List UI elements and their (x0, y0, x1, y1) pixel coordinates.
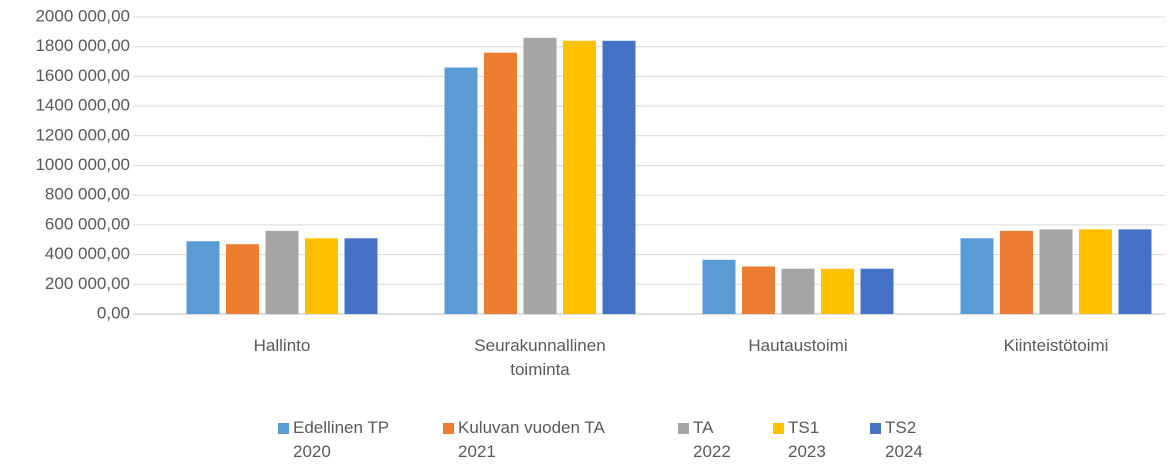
legend-item: Kuluvan vuoden TA 2021 (443, 416, 605, 464)
legend-label: TS2 2024 (885, 418, 923, 461)
bar (265, 230, 299, 314)
bar (960, 238, 994, 314)
y-tick-label: 1400 000,00 (35, 96, 130, 115)
bar (186, 241, 220, 314)
y-tick-label: 800 000,00 (45, 185, 130, 204)
bar (702, 259, 736, 314)
bar (563, 40, 596, 314)
bar (305, 238, 338, 314)
bar (444, 67, 478, 315)
bar (1039, 229, 1073, 314)
legend-swatch (278, 423, 289, 434)
legend-item: TS2 2024 (870, 416, 923, 464)
bar (523, 37, 557, 314)
legend-item: TS1 2023 (773, 416, 826, 464)
legend-item: Edellinen TP 2020 (278, 416, 389, 464)
legend-label: TS1 2023 (788, 418, 826, 461)
y-tick-label: 400 000,00 (45, 244, 130, 263)
x-tick-label: Seurakunnallinen toiminta (474, 336, 606, 379)
y-tick-label: 1200 000,00 (35, 125, 130, 144)
x-tick-label: Hautaustoimi (748, 336, 848, 355)
x-tick-label: Kiinteistötoimi (1003, 336, 1109, 355)
legend-item: TA 2022 (678, 416, 731, 464)
x-tick-label: Hallinto (253, 336, 311, 355)
y-tick-label: 1800 000,00 (35, 36, 130, 55)
y-tick-label: 1600 000,00 (35, 66, 130, 85)
legend-swatch (678, 423, 689, 434)
bar (1000, 230, 1033, 314)
bar (602, 40, 636, 314)
y-tick-label: 600 000,00 (45, 214, 130, 233)
bar (1079, 229, 1112, 314)
bar (821, 268, 854, 314)
legend-label: Kuluvan vuoden TA 2021 (458, 418, 605, 461)
legend-swatch (773, 423, 784, 434)
bar (226, 244, 259, 314)
bar (1118, 229, 1152, 314)
bar (781, 268, 815, 314)
bar (860, 268, 894, 314)
legend-label: Edellinen TP 2020 (293, 418, 390, 461)
legend-label: TA 2022 (693, 418, 731, 461)
bar (742, 266, 775, 314)
y-tick-label: 0,00 (97, 303, 130, 322)
bar (344, 238, 378, 314)
legend-swatch (443, 423, 454, 434)
legend-swatch (870, 423, 881, 434)
y-tick-label: 1000 000,00 (35, 155, 130, 174)
y-tick-label: 200 000,00 (45, 274, 130, 293)
y-tick-label: 2000 000,00 (35, 6, 130, 25)
bar (484, 52, 517, 314)
